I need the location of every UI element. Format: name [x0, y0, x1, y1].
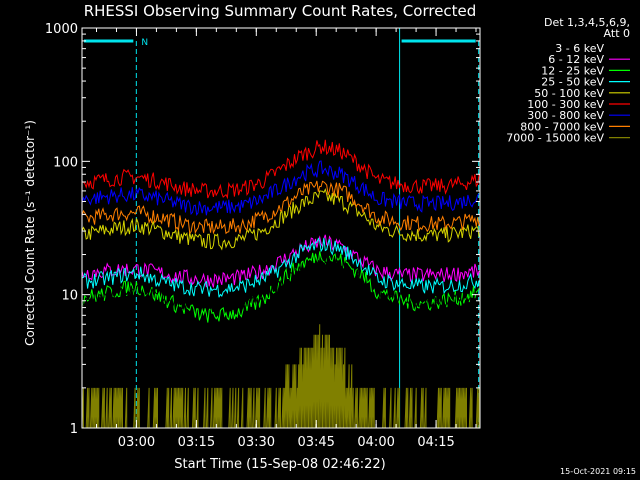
- y-tick-label: 1: [70, 422, 78, 437]
- plot-area: N: [81, 28, 480, 429]
- series-0-line: [81, 253, 480, 312]
- legend-header: Det 1,3,4,5,6,9,: [544, 16, 630, 29]
- series-8-line: [81, 324, 480, 429]
- x-tick-label: 04:00: [357, 435, 394, 450]
- y-axis-label: Corrected Count Rate (s⁻¹ detector⁻¹): [23, 120, 37, 346]
- axes: 1 10 100 1000 03:00 03:15 03:30 03:45 04:00 04:15: [45, 22, 481, 450]
- chart-title: RHESSI Observing Summary Count Rates, Co…: [84, 2, 477, 20]
- x-tick-label: 03:45: [297, 435, 334, 450]
- series-5-line: [81, 139, 480, 200]
- y-tick-label: 1000: [45, 22, 78, 37]
- legend-label: 25 - 50 keV: [541, 76, 604, 89]
- night-label: N: [141, 38, 148, 48]
- legend-label: 12 - 25 keV: [541, 64, 604, 77]
- series-4-line: [81, 187, 480, 251]
- legend-label: 7000 - 15000 keV: [506, 132, 604, 145]
- series-6-line: [81, 160, 480, 216]
- x-axis-label: Start Time (15-Sep-08 02:46:22): [174, 457, 385, 472]
- x-tick-label: 04:15: [417, 435, 454, 450]
- x-tick-label: 03:15: [178, 435, 215, 450]
- plot-frame: [81, 27, 481, 429]
- legend-label: 50 - 100 keV: [534, 87, 604, 100]
- legend-header: Att 0: [604, 27, 630, 40]
- y-tick-label: 10: [61, 289, 78, 304]
- x-tick-label: 03:00: [118, 435, 155, 450]
- legend-label: 3 - 6 keV: [555, 42, 604, 55]
- series-1-line: [81, 234, 480, 288]
- legend-label: 6 - 12 keV: [548, 53, 604, 66]
- legend-label: 800 - 7000 keV: [520, 120, 604, 133]
- series-7-line: [81, 180, 480, 235]
- x-tick-label: 03:30: [238, 435, 275, 450]
- footer-timestamp: 15-Oct-2021 09:15: [560, 467, 636, 476]
- legend-label: 300 - 800 keV: [527, 109, 604, 122]
- y-tick-label: 100: [53, 155, 78, 170]
- series-3-line: [81, 237, 480, 299]
- legend-label: 100 - 300 keV: [527, 98, 604, 111]
